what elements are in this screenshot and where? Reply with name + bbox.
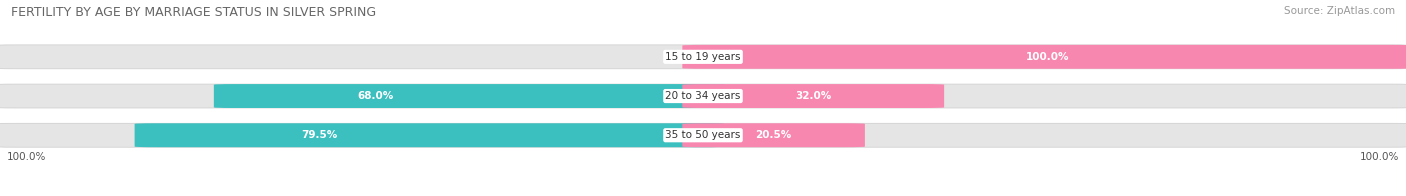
Text: 79.5%: 79.5% <box>301 130 337 140</box>
Text: 20.5%: 20.5% <box>755 130 792 140</box>
FancyBboxPatch shape <box>682 45 1406 69</box>
FancyBboxPatch shape <box>135 123 724 147</box>
Text: 100.0%: 100.0% <box>1026 52 1069 62</box>
FancyBboxPatch shape <box>214 84 724 108</box>
FancyBboxPatch shape <box>0 123 1406 147</box>
Text: 100.0%: 100.0% <box>1360 152 1399 162</box>
FancyBboxPatch shape <box>682 123 865 147</box>
Text: 20 to 34 years: 20 to 34 years <box>665 91 741 101</box>
FancyBboxPatch shape <box>682 84 945 108</box>
Text: 68.0%: 68.0% <box>357 91 394 101</box>
Text: 100.0%: 100.0% <box>7 152 46 162</box>
FancyBboxPatch shape <box>0 45 1406 69</box>
Text: 32.0%: 32.0% <box>796 91 831 101</box>
Text: 35 to 50 years: 35 to 50 years <box>665 130 741 140</box>
Text: FERTILITY BY AGE BY MARRIAGE STATUS IN SILVER SPRING: FERTILITY BY AGE BY MARRIAGE STATUS IN S… <box>11 6 377 19</box>
FancyBboxPatch shape <box>0 84 1406 108</box>
Text: Source: ZipAtlas.com: Source: ZipAtlas.com <box>1284 6 1395 16</box>
Text: 15 to 19 years: 15 to 19 years <box>665 52 741 62</box>
